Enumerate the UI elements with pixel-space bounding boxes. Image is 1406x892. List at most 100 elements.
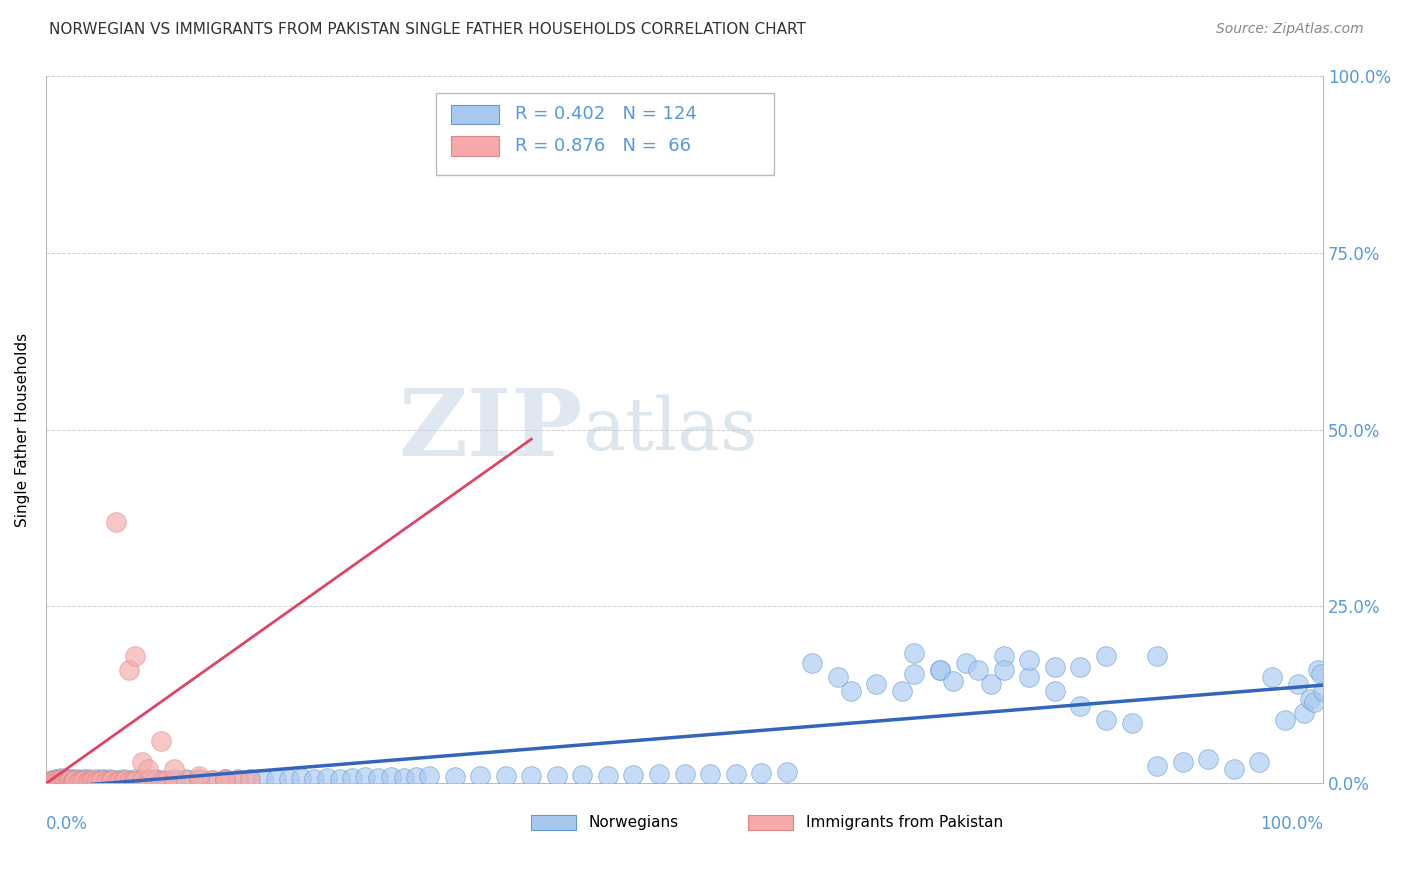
Point <box>45 772 67 786</box>
Point <box>1171 756 1194 770</box>
Point <box>1095 648 1118 663</box>
Point <box>60 775 83 789</box>
Point <box>942 673 965 688</box>
Point <box>60 772 83 787</box>
Point <box>239 772 262 787</box>
Point <box>55 774 77 789</box>
Bar <box>748 814 793 830</box>
Point <box>136 772 159 786</box>
Point <box>1018 652 1040 666</box>
Point <box>143 772 166 787</box>
Point <box>1292 706 1315 720</box>
Point <box>890 684 912 698</box>
FancyBboxPatch shape <box>436 94 773 175</box>
Point <box>101 772 124 787</box>
Point <box>118 775 141 789</box>
Point <box>214 772 236 787</box>
Point <box>673 766 696 780</box>
Point <box>1274 713 1296 727</box>
Point <box>107 774 129 789</box>
Point <box>156 772 179 787</box>
Point <box>48 772 70 787</box>
Point <box>163 772 186 787</box>
Point <box>101 773 124 788</box>
Point <box>176 772 198 787</box>
Point <box>52 773 75 788</box>
Point <box>801 656 824 670</box>
Point <box>470 769 492 783</box>
Point <box>571 768 593 782</box>
Point <box>89 772 111 787</box>
Point <box>56 772 79 786</box>
Point <box>118 663 141 677</box>
Point <box>55 775 77 789</box>
Point <box>1121 716 1143 731</box>
Text: R = 0.402   N = 124: R = 0.402 N = 124 <box>515 105 696 123</box>
Point <box>118 772 141 787</box>
Point <box>98 772 121 787</box>
Point <box>76 772 98 787</box>
Point <box>124 648 146 663</box>
Text: Norwegians: Norwegians <box>589 815 679 830</box>
Point <box>929 663 952 677</box>
Point <box>252 772 274 786</box>
Point <box>980 677 1002 691</box>
Bar <box>531 814 576 830</box>
Point <box>993 648 1015 663</box>
Point <box>903 666 925 681</box>
Point <box>69 772 91 787</box>
Point <box>188 772 211 787</box>
Point <box>993 663 1015 677</box>
Point <box>91 773 114 788</box>
Point <box>1303 695 1326 709</box>
Point <box>380 770 402 784</box>
Point <box>776 765 799 780</box>
Point <box>66 775 89 789</box>
Point <box>111 774 134 789</box>
Point <box>827 670 849 684</box>
Point <box>302 772 325 786</box>
Point <box>967 663 990 677</box>
Point <box>51 775 73 789</box>
Point <box>724 766 747 780</box>
Point <box>367 771 389 785</box>
Point <box>1146 759 1168 773</box>
Point <box>865 677 887 691</box>
Point <box>418 769 440 783</box>
Text: ZIP: ZIP <box>398 384 582 475</box>
Point <box>79 774 101 789</box>
Point <box>354 770 377 784</box>
Point <box>65 772 87 787</box>
Point <box>342 771 364 785</box>
Point <box>749 765 772 780</box>
Point <box>79 772 101 786</box>
Point <box>41 773 63 788</box>
Text: R = 0.876   N =  66: R = 0.876 N = 66 <box>515 137 690 155</box>
Point <box>93 775 115 789</box>
Point <box>131 756 153 770</box>
Point <box>163 773 186 788</box>
Point <box>131 772 153 787</box>
Point <box>1018 670 1040 684</box>
Point <box>1095 713 1118 727</box>
Point <box>53 772 76 787</box>
Point <box>46 773 69 788</box>
Point <box>648 767 671 781</box>
Point <box>96 773 118 788</box>
Point <box>62 773 84 788</box>
Point <box>214 772 236 787</box>
Point <box>149 772 172 787</box>
Text: 0.0%: 0.0% <box>46 815 87 833</box>
Point <box>79 774 101 789</box>
Point <box>1309 666 1331 681</box>
Point <box>699 767 721 781</box>
Point <box>105 772 128 787</box>
Point <box>49 772 72 787</box>
Point <box>392 771 415 785</box>
Point <box>65 773 87 788</box>
Point <box>76 775 98 789</box>
Point <box>1222 762 1244 776</box>
Point <box>149 734 172 748</box>
Point <box>58 772 80 787</box>
Point <box>121 773 143 788</box>
